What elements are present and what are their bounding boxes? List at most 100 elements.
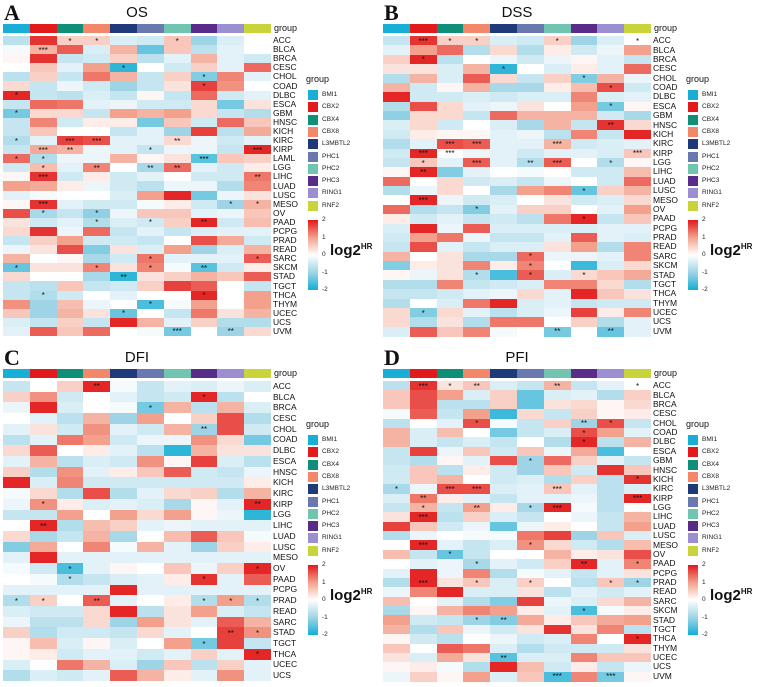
heatmap-cell — [3, 108, 31, 119]
heatmap-cell — [463, 568, 491, 579]
heatmap-cell — [217, 391, 245, 403]
heatmap-cell — [570, 73, 598, 84]
significance-label: * — [475, 36, 479, 46]
row-label: BRCA — [273, 402, 297, 413]
heatmap-cell — [3, 498, 31, 511]
heatmap-cell — [3, 190, 31, 201]
heatmap-cell — [517, 381, 545, 391]
heatmap-cell — [543, 186, 572, 196]
legend-label: BMI1 — [702, 436, 718, 443]
heatmap-cell — [597, 73, 625, 84]
heatmap-cell — [490, 148, 518, 159]
row-label: THCA — [653, 633, 677, 644]
heatmap-cell — [83, 498, 111, 511]
heatmap-cell — [56, 263, 84, 273]
row-label: COAD — [653, 82, 678, 93]
heatmap-cell — [110, 172, 138, 182]
group-bar-cell — [570, 24, 598, 33]
heatmap-cell — [3, 163, 31, 173]
heatmap-cell — [244, 263, 272, 273]
heatmap-cell — [3, 90, 31, 101]
heatmap-cell — [597, 484, 625, 494]
heatmap-cell — [409, 232, 438, 243]
legend-swatch — [688, 459, 698, 470]
heatmap-cell — [436, 92, 464, 103]
significance-label: *** — [472, 158, 482, 168]
significance-label: * — [609, 158, 613, 168]
legend-label: RING1 — [322, 189, 342, 197]
row-label: UVM — [273, 325, 292, 336]
heatmap-cell — [244, 163, 272, 173]
heatmap-cell — [190, 172, 218, 182]
heatmap-cell — [597, 232, 625, 243]
heatmap-cell — [383, 531, 411, 541]
heatmap-cell — [56, 648, 84, 661]
legend-label: PHC2 — [702, 509, 720, 517]
heatmap-cell — [190, 63, 218, 73]
heatmap-cell — [56, 145, 84, 155]
row-label: LUAD — [273, 180, 296, 191]
row-label: PCPG — [273, 225, 298, 236]
row-label: KIRP — [653, 147, 673, 158]
heatmap-cell — [56, 136, 84, 146]
legend-label: PHC1 — [322, 497, 340, 505]
group-bar-cell — [29, 24, 58, 33]
heatmap-cell — [163, 72, 192, 82]
heatmap-cell — [383, 465, 411, 476]
row-label: KIRC — [273, 135, 294, 146]
heatmap-cell — [137, 154, 165, 164]
row-label: OV — [653, 548, 666, 559]
heatmap-cell — [570, 456, 598, 466]
heatmap-cell — [3, 136, 31, 146]
significance-label: * — [528, 578, 532, 588]
heatmap-cell — [56, 199, 84, 210]
heatmap-cell — [624, 446, 652, 457]
significance-label: *** — [418, 36, 428, 46]
color-scale-tick: 0 — [702, 596, 706, 603]
row-label: COAD — [273, 434, 298, 445]
heatmap-cell — [383, 64, 411, 74]
heatmap-cell — [29, 226, 58, 237]
significance-label: * — [256, 200, 260, 210]
heatmap-cell — [517, 64, 545, 74]
heatmap-cell — [543, 493, 572, 504]
heatmap-cell — [190, 573, 218, 586]
heatmap-cell — [217, 190, 245, 201]
heatmap-cell — [110, 595, 138, 607]
significance-label: * — [202, 393, 206, 403]
heatmap-cell — [624, 437, 652, 448]
heatmap-cell — [490, 307, 518, 318]
row-label: PRAD — [273, 595, 297, 606]
significance-label: ** — [580, 559, 588, 569]
significance-label: * — [528, 456, 532, 466]
heatmap-cell — [217, 541, 245, 553]
heatmap-cell — [163, 45, 192, 55]
heatmap-cell — [110, 402, 138, 414]
heatmap-cell — [56, 509, 84, 521]
heatmap-cell — [624, 596, 652, 607]
heatmap-cell — [409, 111, 438, 121]
heatmap-cell — [597, 214, 625, 224]
group-bar-cell — [217, 24, 245, 33]
heatmap-cell — [217, 317, 245, 328]
heatmap-cell — [409, 652, 438, 663]
heatmap-cell — [543, 606, 572, 616]
heatmap-cell — [29, 299, 58, 310]
heatmap-cell — [3, 627, 31, 639]
significance-label: * — [148, 300, 152, 310]
heatmap-cell — [29, 99, 58, 110]
significance-label: ** — [254, 172, 261, 182]
heatmap-cell — [217, 81, 245, 92]
heatmap-cell — [190, 99, 218, 110]
significance-label: *** — [38, 145, 48, 155]
heatmap-cell — [137, 108, 165, 119]
heatmap-cell — [190, 136, 218, 146]
heatmap-cell — [570, 662, 598, 673]
group-bar-cell — [597, 24, 625, 33]
group-bar-cell — [517, 24, 545, 33]
heatmap-cell — [383, 559, 411, 569]
significance-label: * — [421, 503, 425, 513]
heatmap-cell — [83, 208, 111, 219]
heatmap-cell — [517, 446, 545, 457]
heatmap-cell — [137, 563, 165, 575]
